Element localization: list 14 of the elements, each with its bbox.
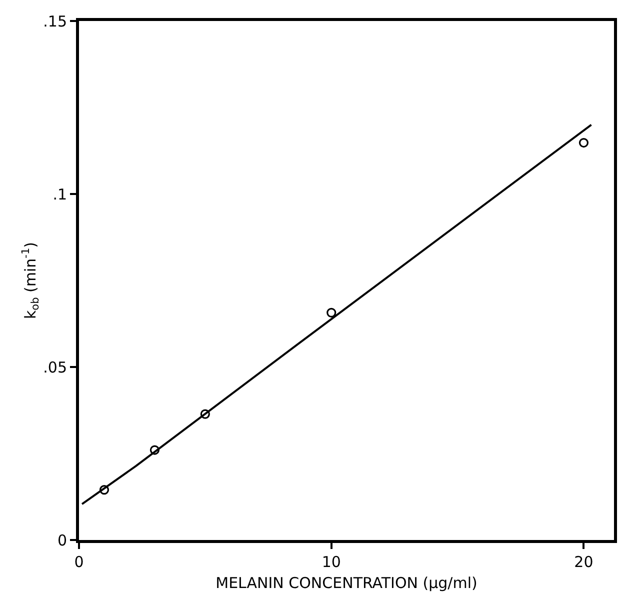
point — [200, 409, 210, 419]
point — [150, 445, 160, 455]
x-tick-label: 10 — [322, 553, 341, 571]
point — [578, 138, 589, 148]
y-tick-label: .1 — [52, 185, 67, 204]
x-tick-label: 0 — [74, 553, 84, 571]
x-tick-label: 20 — [574, 553, 594, 571]
point — [99, 485, 110, 495]
y-tick-label: .15 — [43, 12, 67, 30]
line-series — [81, 124, 592, 506]
point — [326, 308, 336, 318]
y-tick-label: 0 — [57, 531, 67, 550]
x-axis-title: MELANIN CONCENTRATION (µg/ml) — [216, 574, 478, 592]
y-tick-label: .05 — [43, 358, 67, 376]
